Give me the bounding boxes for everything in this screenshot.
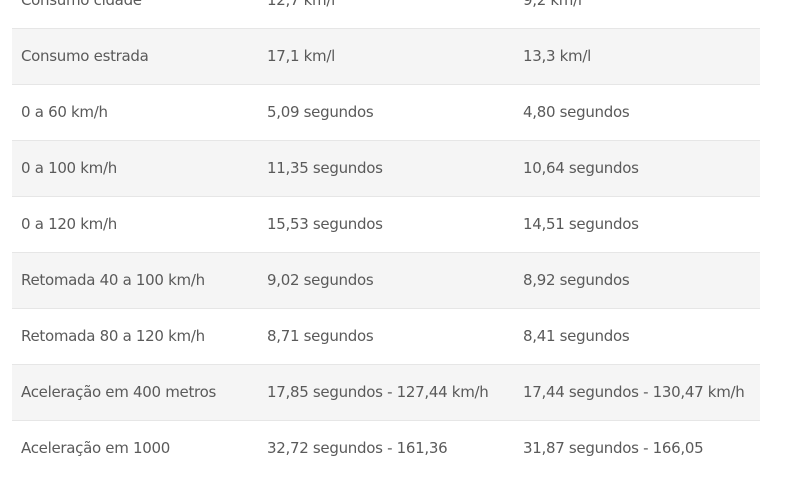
table-row: Consumo estrada 17,1 km/l 13,3 km/l — [12, 28, 760, 85]
value-car-a: 8,71 segundos — [258, 308, 514, 365]
value-car-b: 9,2 km/l — [514, 0, 760, 29]
row-label: Aceleração em 1000 — [12, 420, 258, 476]
row-label: Retomada 80 a 120 km/h — [12, 308, 258, 365]
table-row: Consumo cidade 12,7 km/l 9,2 km/l — [12, 0, 760, 29]
table-row: Aceleração em 400 metros 17,85 segundos … — [12, 364, 760, 421]
value-car-a: 17,85 segundos - 127,44 km/h — [258, 364, 514, 421]
row-label: Retomada 40 a 100 km/h — [12, 252, 258, 309]
table-row: Retomada 40 a 100 km/h 9,02 segundos 8,9… — [12, 252, 760, 309]
comparison-table-container: Consumo cidade 12,7 km/l 9,2 km/l Consum… — [12, 0, 760, 476]
value-car-b: 17,44 segundos - 130,47 km/h — [514, 364, 760, 421]
value-car-a: 32,72 segundos - 161,36 — [258, 420, 514, 476]
value-car-b: 13,3 km/l — [514, 28, 760, 85]
row-label: Consumo estrada — [12, 28, 258, 85]
value-car-a: 17,1 km/l — [258, 28, 514, 85]
table-row: 0 a 60 km/h 5,09 segundos 4,80 segundos — [12, 84, 760, 141]
value-car-a: 12,7 km/l — [258, 0, 514, 29]
row-label: Consumo cidade — [12, 0, 258, 29]
value-car-a: 9,02 segundos — [258, 252, 514, 309]
row-label: 0 a 100 km/h — [12, 140, 258, 197]
table-row: Retomada 80 a 120 km/h 8,71 segundos 8,4… — [12, 308, 760, 365]
value-car-a: 15,53 segundos — [258, 196, 514, 253]
value-car-b: 14,51 segundos — [514, 196, 760, 253]
value-car-a: 11,35 segundos — [258, 140, 514, 197]
value-car-b: 10,64 segundos — [514, 140, 760, 197]
table-row: 0 a 120 km/h 15,53 segundos 14,51 segund… — [12, 196, 760, 253]
comparison-table: Consumo cidade 12,7 km/l 9,2 km/l Consum… — [12, 0, 760, 476]
row-label: 0 a 60 km/h — [12, 84, 258, 141]
row-label: Aceleração em 400 metros — [12, 364, 258, 421]
value-car-b: 4,80 segundos — [514, 84, 760, 141]
value-car-b: 31,87 segundos - 166,05 — [514, 420, 760, 476]
table-row: Aceleração em 1000 32,72 segundos - 161,… — [12, 420, 760, 476]
value-car-b: 8,41 segundos — [514, 308, 760, 365]
value-car-b: 8,92 segundos — [514, 252, 760, 309]
row-label: 0 a 120 km/h — [12, 196, 258, 253]
value-car-a: 5,09 segundos — [258, 84, 514, 141]
table-row: 0 a 100 km/h 11,35 segundos 10,64 segund… — [12, 140, 760, 197]
